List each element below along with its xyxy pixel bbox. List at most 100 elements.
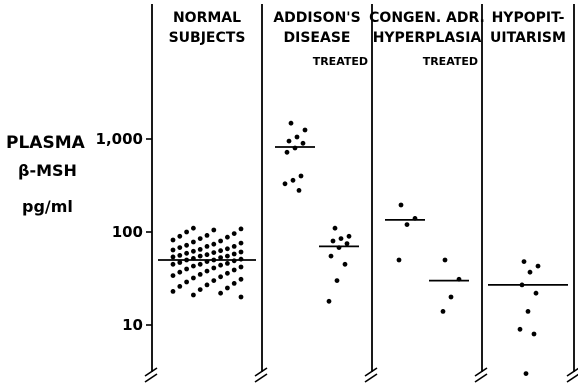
panel-1-group-1-point-49: [231, 267, 237, 273]
panel-1-group-1-point-4: [184, 229, 190, 235]
panel-1-group-1-point-19: [225, 246, 230, 252]
panel-2-group-1-point-6: [292, 145, 298, 151]
panel-1-group-1-point-60: [231, 281, 237, 286]
panel-1-group-1-point-2: [238, 226, 244, 232]
panel-4-group-1-point-5: [533, 290, 539, 296]
panel-1-title-line-2: SUBJECTS: [169, 30, 246, 46]
panel-1-group-1-point-32: [170, 254, 176, 260]
panel-1-group-1-point-46: [238, 264, 244, 270]
panel-1-group-1-point-40: [177, 260, 183, 265]
panel-3-treated-label: TREATED: [423, 55, 478, 68]
panel-1-group-1-point-1: [191, 225, 196, 231]
panel-4-group-1-point-8: [531, 331, 537, 337]
panel-1-group-1-point-29: [177, 253, 183, 258]
panel-1-group-1-point-25: [211, 250, 217, 256]
panel-1-group-1-point-6: [204, 233, 210, 238]
y-axis-title-line-2: β-MSH: [18, 161, 77, 180]
panel-1-group-1-point-53: [197, 272, 203, 277]
panel-1-group-1-point-30: [225, 253, 230, 259]
panel-2-group-2-point-7: [328, 253, 334, 259]
panel-1-group-1-point-33: [218, 255, 224, 260]
panel-2-group-1-point-10: [282, 181, 288, 187]
panel-1-group-1-point-61: [204, 282, 210, 288]
axis-break-mark-5: [566, 367, 578, 383]
panel-1-group-1-point-36: [211, 257, 217, 263]
panel-2-group-1-point-11: [296, 188, 302, 193]
panel-1-group-1-point-54: [170, 273, 176, 278]
panel-1-group-1-point-65: [170, 289, 176, 294]
panel-2-group-2-point-3: [338, 236, 344, 242]
panel-1-group-1-point-5: [231, 231, 237, 237]
panel-3-title-line-2: HYPERPLASIA: [373, 30, 482, 46]
panel-3-group-2-point-1: [442, 257, 448, 263]
panel-4-group-1-point-1: [521, 259, 527, 264]
axis-break-mark-1: [144, 367, 158, 383]
panel-4-title-line-1: HYPOPIT-: [492, 10, 565, 26]
panel-2-group-1-point-9: [290, 177, 296, 183]
panel-1-group-1-point-34: [191, 256, 196, 261]
panel-2-group-1-point-2: [302, 127, 308, 133]
panel-2-group-2-point-4: [330, 238, 336, 244]
y-axis-title: PLASMA β-MSH pg/ml: [6, 133, 86, 216]
panel-1-group-1-point-9: [197, 236, 203, 242]
y-axis-title-line-3: pg/ml: [22, 197, 73, 216]
axis-break-mark-3: [364, 367, 378, 383]
panel-1-group-1-point-26: [184, 250, 190, 256]
panel-1-group-1-point-8: [225, 234, 230, 240]
panel-1-group-1-point-12: [191, 239, 196, 245]
panel-2-group-2-point-5: [344, 241, 350, 247]
panel-2-group-2-point-2: [346, 233, 352, 239]
panel-1-group-1-point-45: [191, 263, 196, 269]
panel-1-group-1-point-57: [238, 276, 244, 282]
panel-1-group-1-point-66: [218, 290, 224, 296]
panel-1-group-1-point-7: [177, 233, 183, 239]
panel-3-group-2-point-3: [448, 294, 454, 300]
panel-2-group-1-point-7: [284, 149, 290, 155]
panel-1-group-1-point-50: [204, 268, 210, 274]
panel-1-group-1-point-37: [184, 257, 190, 263]
panel-2-title-line-1: ADDISON'S: [273, 10, 360, 26]
panel-1-group-1-point-27: [231, 251, 237, 257]
panel-1-group-1-point-11: [218, 238, 224, 244]
panel-1-group-1-point-13: [238, 240, 244, 246]
panel-4-group-1-point-6: [525, 309, 531, 314]
panel-3-group-1-point-4: [396, 257, 402, 263]
panel-2-group-2-point-9: [334, 278, 340, 283]
panel-4-group-1-point-9: [523, 371, 529, 376]
panel-1-group-1-point-35: [238, 256, 244, 262]
panel-1-group-1-point-56: [191, 275, 196, 281]
panel-1-group-1-point-52: [225, 270, 230, 276]
y-axis-title-line-1: PLASMA: [6, 133, 86, 153]
y-tick-label-2: 100: [112, 223, 143, 241]
panel-1-group-1-point-24: [238, 249, 244, 255]
panel-1-group-1-point-47: [211, 265, 217, 271]
panel-2-group-1-point-4: [286, 138, 292, 144]
panel-1-group-1-point-28: [204, 252, 210, 258]
panel-1-group-1-point-43: [170, 261, 176, 267]
panel-3-group-1-point-3: [404, 222, 410, 228]
panel-1-group-1-point-16: [231, 244, 237, 249]
panel-1-group-1-point-68: [238, 294, 244, 300]
panel-2-group-1-point-3: [294, 134, 300, 140]
y-tick-label-1: 10: [122, 316, 143, 334]
panel-1-title-line-1: NORMAL: [173, 10, 241, 26]
panel-1-group-1-point-22: [218, 248, 224, 254]
panel-3-group-1-point-2: [412, 216, 418, 221]
panel-4-title-line-2: UITARISM: [490, 30, 566, 46]
panel-1-group-1-point-67: [191, 292, 196, 298]
panel-1-group-1-point-59: [184, 279, 190, 285]
panel-2-group-1-point-1: [288, 120, 294, 126]
panel-1-group-1-point-17: [204, 244, 210, 249]
panel-2-treated-label: TREATED: [313, 55, 368, 68]
panel-3-group-2-point-4: [440, 309, 446, 314]
panel-1-group-1-point-10: [170, 237, 176, 243]
panel-4-group-1-point-7: [517, 326, 523, 332]
plot-area: 10 100 1,000 NORMAL SUBJECTS ADDISON'S DISEASE…: [96, 4, 578, 383]
y-tick-label-3: 1,000: [96, 130, 143, 148]
panel-1-group-1-point-39: [204, 259, 210, 264]
panel-4-group-1-point-4: [519, 282, 525, 288]
panel-1-group-1-point-14: [211, 241, 217, 247]
panel-1-group-1-point-23: [191, 248, 196, 254]
panel-2-group-2-point-6: [336, 245, 342, 251]
panel-2-group-2-point-1: [332, 225, 338, 231]
